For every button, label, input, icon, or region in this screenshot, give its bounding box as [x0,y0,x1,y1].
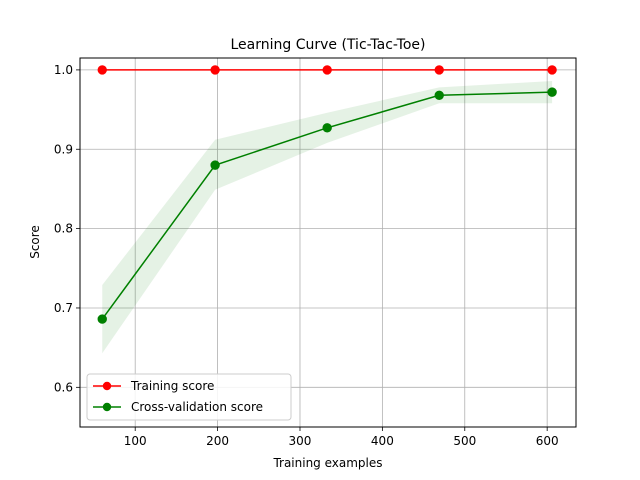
score-bands [102,81,553,354]
x-tick-label: 600 [536,434,559,448]
y-tick-label: 0.9 [54,142,73,156]
data-point [97,65,107,75]
legend: Training score Cross-validation score [86,373,292,421]
y-tick-label: 0.8 [54,222,73,236]
data-point [434,65,444,75]
legend-marker [102,381,112,391]
x-tick-label: 300 [289,434,312,448]
legend-marker [102,402,112,412]
data-point [210,160,220,170]
x-tick-label: 100 [124,434,147,448]
y-tick-label: 0.6 [54,380,73,394]
series-lines [101,69,553,320]
y-axis-ticks: 0.6 0.7 0.8 0.9 1.0 [54,63,80,394]
data-point [434,90,444,100]
plot-frame [79,57,577,428]
x-axis-ticks: 100 200 300 400 500 600 [124,427,559,448]
legend-box [86,373,292,421]
series-points [97,65,557,324]
chart-title: Learning Curve (Tic-Tac-Toe) [230,37,425,53]
y-axis-title: Score [28,225,42,259]
x-tick-label: 500 [453,434,476,448]
data-point [97,314,107,324]
data-point [547,87,557,97]
x-axis-title: Training examples [272,456,382,470]
data-point [210,65,220,75]
legend-label: Training score [130,379,214,393]
score-band [102,81,553,354]
y-tick-label: 0.7 [54,301,73,315]
y-tick-label: 1.0 [54,63,73,77]
data-point [547,65,557,75]
data-point [322,65,332,75]
x-tick-label: 200 [206,434,229,448]
x-tick-label: 400 [371,434,394,448]
data-point [322,123,332,133]
legend-label: Cross-validation score [131,400,263,414]
